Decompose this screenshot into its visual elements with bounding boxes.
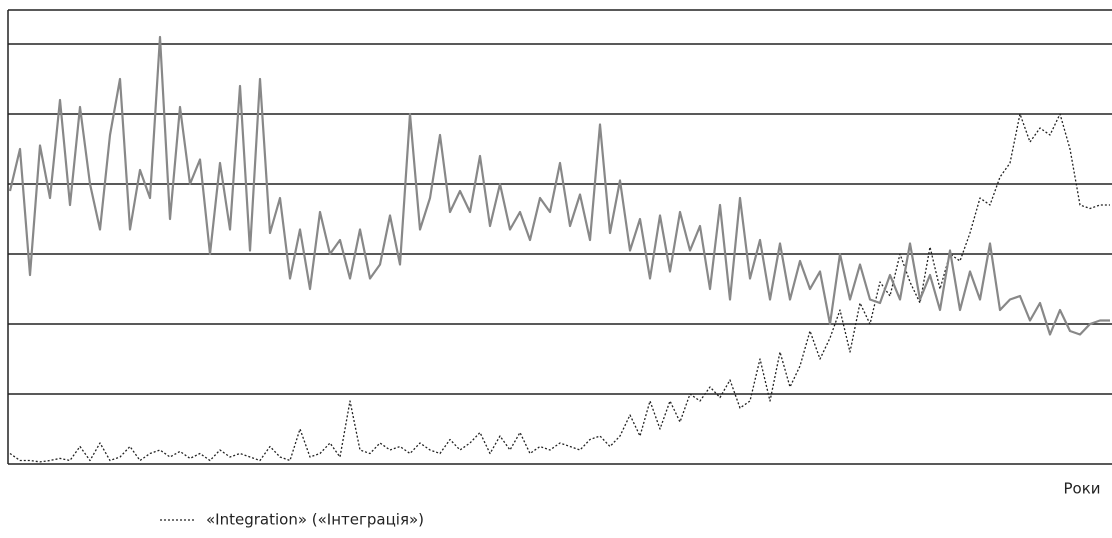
series-line bbox=[8, 35, 1110, 336]
series-line bbox=[9, 113, 1110, 463]
legend-label: «Integration» («Інтеграція») bbox=[206, 511, 424, 529]
x-axis-label: Роки bbox=[1063, 480, 1100, 498]
